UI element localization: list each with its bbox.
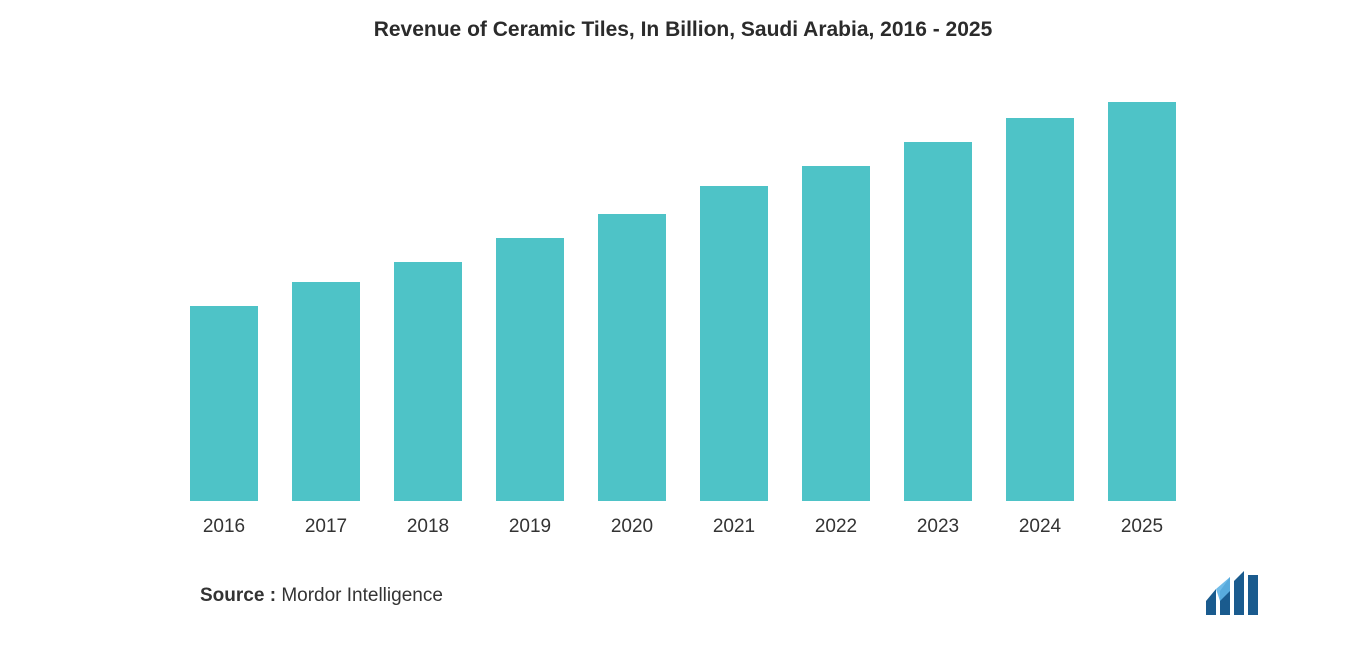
x-tick-label: 2018 xyxy=(394,516,462,538)
bar-slot xyxy=(1006,102,1074,501)
x-tick-label: 2017 xyxy=(292,516,360,538)
x-tick-label: 2021 xyxy=(700,516,768,538)
source-value: Mordor Intelligence xyxy=(281,585,443,606)
chart-title: Revenue of Ceramic Tiles, In Billion, Sa… xyxy=(60,18,1306,42)
bar-slot xyxy=(292,102,360,501)
bar-slot xyxy=(394,102,462,501)
chart-plot-area xyxy=(190,102,1176,502)
bar xyxy=(904,142,972,501)
x-axis-labels: 2016 2017 2018 2019 2020 2021 2022 2023 2024 2025 xyxy=(190,516,1176,538)
source-label: Source : xyxy=(200,585,276,606)
bar xyxy=(496,238,564,501)
bar-slot xyxy=(700,102,768,501)
mordor-logo xyxy=(1206,571,1276,615)
bar xyxy=(190,306,258,502)
x-tick-label: 2025 xyxy=(1108,516,1176,538)
source-attribution: Source : Mordor Intelligence xyxy=(200,585,443,607)
bar xyxy=(394,262,462,501)
bar xyxy=(802,166,870,501)
bar xyxy=(700,186,768,501)
bar-slot xyxy=(904,102,972,501)
x-tick-label: 2022 xyxy=(802,516,870,538)
bar-slot xyxy=(1108,102,1176,501)
bar xyxy=(598,214,666,501)
bar-slot xyxy=(598,102,666,501)
bar-slot xyxy=(190,102,258,501)
bar-slot xyxy=(802,102,870,501)
bar xyxy=(1006,118,1074,501)
x-tick-label: 2016 xyxy=(190,516,258,538)
x-tick-label: 2024 xyxy=(1006,516,1074,538)
x-tick-label: 2020 xyxy=(598,516,666,538)
bar xyxy=(292,282,360,501)
x-tick-label: 2019 xyxy=(496,516,564,538)
bar-slot xyxy=(496,102,564,501)
x-tick-label: 2023 xyxy=(904,516,972,538)
bar xyxy=(1108,102,1176,501)
